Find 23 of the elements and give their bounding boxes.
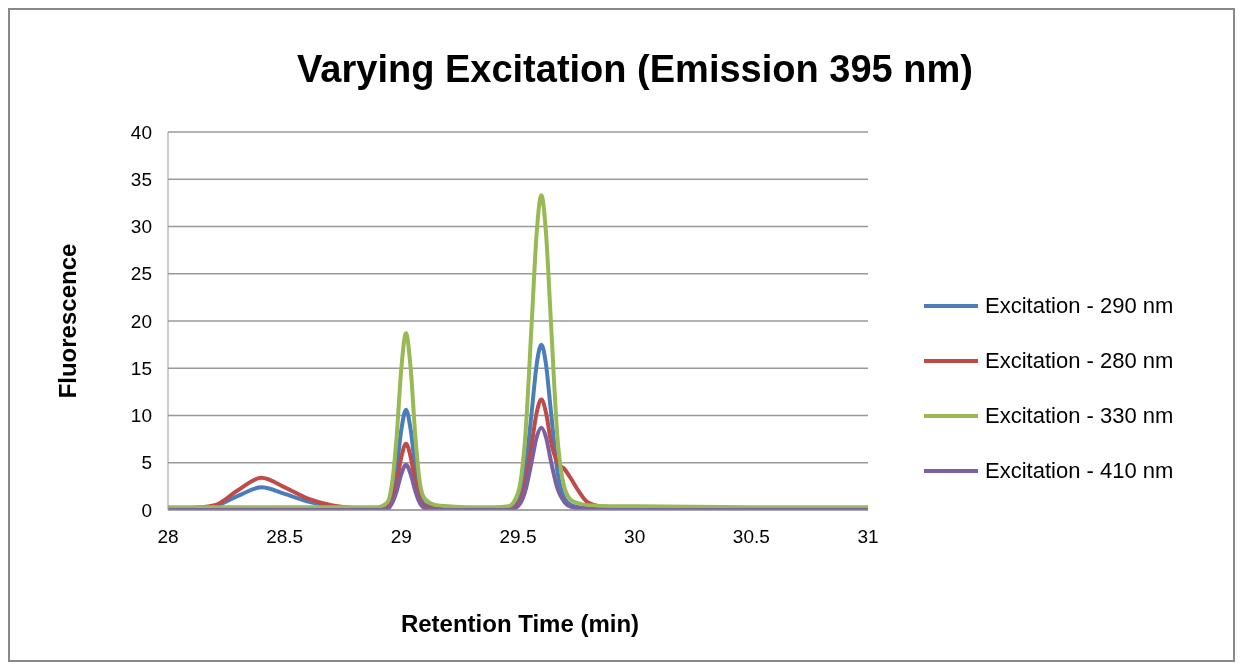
chart-title: Varying Excitation (Emission 395 nm) xyxy=(296,48,974,91)
y-tick-label: 30 xyxy=(130,216,152,238)
x-axis-title: Retention Time (min) xyxy=(399,610,641,638)
y-tick-label: 25 xyxy=(130,263,152,285)
y-axis-title: Fluorescence xyxy=(54,243,82,399)
x-tick-label: 30.5 xyxy=(732,526,770,548)
y-tick-label: 10 xyxy=(130,405,152,427)
legend-label: Excitation - 330 nm xyxy=(985,402,1174,429)
x-tick-label: 29.5 xyxy=(499,526,537,548)
legend-label: Excitation - 290 nm xyxy=(985,292,1174,319)
x-tick-label: 28 xyxy=(157,526,179,548)
y-tick-label: 35 xyxy=(130,168,152,190)
x-tick-label: 29 xyxy=(390,526,412,548)
y-tick-label: 0 xyxy=(141,499,152,521)
y-tick-label: 20 xyxy=(130,310,152,332)
y-tick-label: 40 xyxy=(130,121,152,143)
y-tick-label: 5 xyxy=(141,452,152,474)
x-tick-label: 31 xyxy=(857,526,879,548)
x-tick-label: 30 xyxy=(624,526,646,548)
legend-label: Excitation - 410 nm xyxy=(985,457,1174,484)
y-tick-label: 15 xyxy=(130,357,152,379)
legend-label: Excitation - 280 nm xyxy=(985,347,1174,374)
x-tick-label: 28.5 xyxy=(266,526,304,548)
